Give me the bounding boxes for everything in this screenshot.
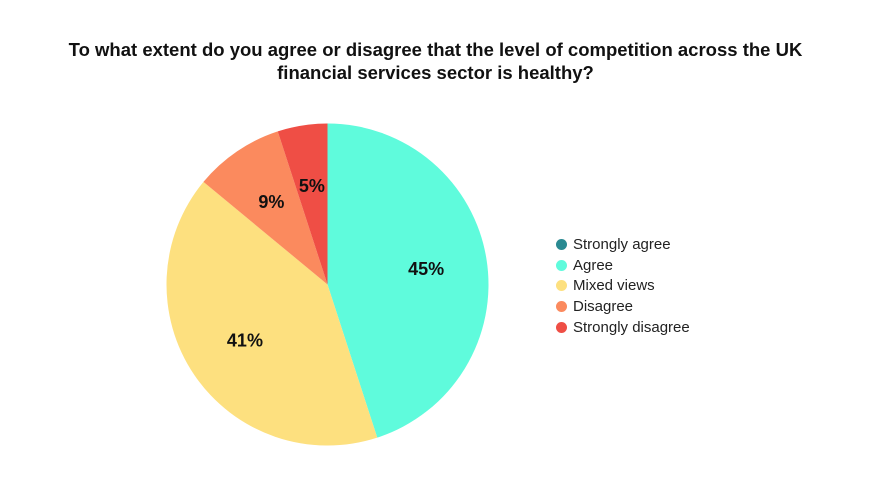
pie-data-label-disagree: 9% [258,192,284,212]
legend-item-mixed-views: Mixed views [556,276,690,297]
legend-label: Disagree [573,298,634,316]
chart-title: To what extent do you agree or disagree … [0,38,871,84]
legend-label: Mixed views [573,277,655,295]
pie-slice-strongly-disagree [277,123,328,285]
pie-data-label-strongly-disagree: 5% [299,176,325,196]
pie-slice-agree [327,123,489,438]
chart-title-line-2: financial services sector is healthy? [277,62,594,83]
legend-item-strongly-agree: Strongly agree [556,234,690,255]
legend-item-strongly-disagree: Strongly disagree [556,317,690,338]
legend-swatch [556,259,567,271]
legend-swatch [556,280,567,292]
legend-label: Strongly disagree [573,319,690,337]
pie-data-label-agree: 45% [408,259,444,279]
pie-data-label-mixed-views: 41% [227,331,263,351]
legend-swatch [556,301,567,313]
pie-slice-disagree [203,131,328,285]
legend-item-disagree: Disagree [556,296,690,317]
legend-swatch [556,322,567,334]
pie-slice-mixed-views [166,181,378,446]
chart-title-line-1: To what extent do you agree or disagree … [68,39,803,60]
legend-swatch [556,238,567,250]
legend-label: Agree [573,256,614,274]
chart-legend: Strongly agree Agree Mixed views Disagree St… [556,234,690,338]
legend-label: Strongly agree [573,235,671,253]
legend-item-agree: Agree [556,255,690,276]
